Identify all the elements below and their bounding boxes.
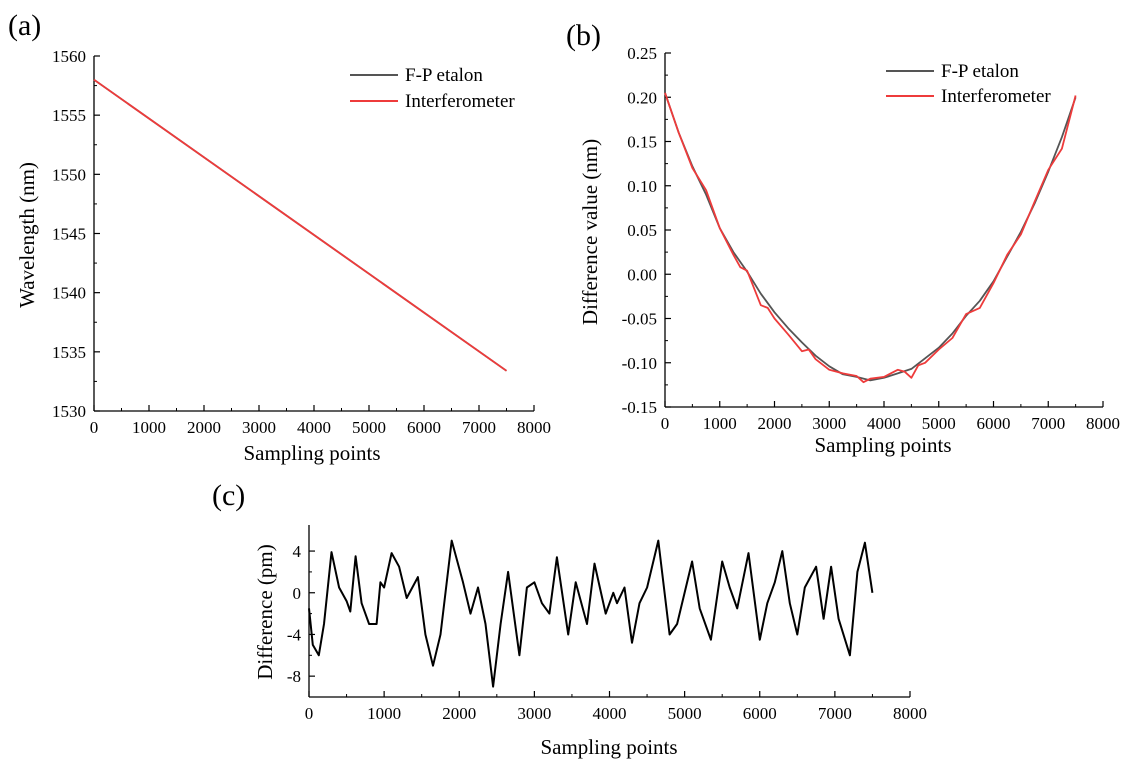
x-tick-label: 7000 xyxy=(1031,414,1065,433)
x-tick-label: 6000 xyxy=(977,414,1011,433)
x-tick-label: 3000 xyxy=(242,418,276,437)
panel-b-label: (b) xyxy=(566,19,601,52)
y-tick-label: 0.05 xyxy=(627,221,657,240)
panel-a-ylabel: Wavelength (nm) xyxy=(15,162,39,308)
y-tick-label: 1560 xyxy=(52,47,86,66)
y-tick-label: 0.10 xyxy=(627,177,657,196)
panel-c-xlabel: Sampling points xyxy=(540,735,677,759)
x-tick-label: 0 xyxy=(661,414,670,433)
x-tick-label: 0 xyxy=(305,704,314,723)
x-tick-label: 4000 xyxy=(593,704,627,723)
panel-b-ylabel: Difference value (nm) xyxy=(578,139,602,325)
legend-label-interferometer: Interferometer xyxy=(405,91,515,112)
panel-c-axes: 0 1000 2000 3000 4000 5000 6000 7000 8000 -8 -4 0 4 xyxy=(287,525,927,723)
y-tick-label: 1550 xyxy=(52,165,86,184)
y-tick-label: 0.20 xyxy=(627,88,657,107)
y-tick-label: -0.10 xyxy=(622,354,657,373)
x-tick-label: 4000 xyxy=(297,418,331,437)
panel-a-axes: 0 1000 2000 3000 4000 5000 6000 7000 8000 1530 153… xyxy=(52,47,551,437)
series-line-interferometer xyxy=(93,78,508,372)
x-tick-label: 1000 xyxy=(367,704,401,723)
y-tick-label: 1535 xyxy=(52,343,86,362)
x-tick-label: 5000 xyxy=(352,418,386,437)
x-tick-label: 2000 xyxy=(758,414,792,433)
x-tick-label: 3000 xyxy=(812,414,846,433)
y-tick-label: 0 xyxy=(293,584,302,603)
x-tick-label: 5000 xyxy=(668,704,702,723)
panel-a: (a) 0 1000 2000 3000 4000 5000 6000 7000 8000 153… xyxy=(8,9,551,465)
y-tick-label: -4 xyxy=(287,625,302,644)
panel-b-legend: F-P etalon Interferometer xyxy=(886,61,1051,107)
panel-a-legend: F-P etalon Interferometer xyxy=(350,65,515,112)
legend-label-fp-etalon: F-P etalon xyxy=(405,65,483,86)
x-tick-label: 7000 xyxy=(462,418,496,437)
panel-a-xlabel: Sampling points xyxy=(243,441,380,465)
y-tick-label: 1530 xyxy=(52,402,86,421)
panel-b-xlabel: Sampling points xyxy=(814,433,951,457)
x-tick-label: 1000 xyxy=(132,418,166,437)
x-tick-label: 4000 xyxy=(867,414,901,433)
series-line-difference xyxy=(308,539,874,688)
y-tick-label: 1545 xyxy=(52,225,86,244)
panel-b: (b) 0 1000 2000 3000 4000 5000 6000 7000 8000 -0.… xyxy=(566,19,1120,457)
x-tick-label: 0 xyxy=(90,418,99,437)
x-tick-label: 3000 xyxy=(517,704,551,723)
panel-a-label: (a) xyxy=(8,9,41,42)
series-line-f-p-etalon xyxy=(664,92,1077,382)
legend-label-fp-etalon: F-P etalon xyxy=(941,61,1019,82)
x-tick-label: 8000 xyxy=(1086,414,1120,433)
y-tick-label: 0.15 xyxy=(627,133,657,152)
panel-c-label: (c) xyxy=(212,479,245,512)
x-tick-label: 5000 xyxy=(922,414,956,433)
panel-b-axes: 0 1000 2000 3000 4000 5000 6000 7000 8000 -0.15 -0… xyxy=(622,44,1120,433)
panel-a-series-layer xyxy=(93,78,508,372)
panel-c-ylabel: Difference (pm) xyxy=(253,544,277,679)
y-tick-label: 0.00 xyxy=(627,265,657,284)
y-tick-label: -8 xyxy=(287,667,301,686)
x-tick-label: 6000 xyxy=(407,418,441,437)
legend-label-interferometer: Interferometer xyxy=(941,86,1051,107)
y-tick-label: -0.05 xyxy=(622,310,657,329)
x-tick-label: 8000 xyxy=(517,418,551,437)
x-tick-label: 2000 xyxy=(187,418,221,437)
x-tick-label: 1000 xyxy=(703,414,737,433)
y-tick-label: 4 xyxy=(293,542,302,561)
series-line-interferometer xyxy=(664,92,1077,384)
y-tick-label: 1555 xyxy=(52,106,86,125)
y-tick-label: 0.25 xyxy=(627,44,657,63)
x-tick-label: 6000 xyxy=(743,704,777,723)
x-tick-label: 7000 xyxy=(818,704,852,723)
panel-c-series-layer xyxy=(308,539,874,688)
x-tick-label: 2000 xyxy=(442,704,476,723)
panel-b-series-layer xyxy=(664,92,1077,384)
x-tick-label: 8000 xyxy=(893,704,927,723)
y-tick-label: 1540 xyxy=(52,284,86,303)
panel-c: (c) 0 1000 2000 3000 4000 5000 6000 7000 8000 -8 -… xyxy=(212,479,927,759)
y-tick-label: -0.15 xyxy=(622,398,657,417)
